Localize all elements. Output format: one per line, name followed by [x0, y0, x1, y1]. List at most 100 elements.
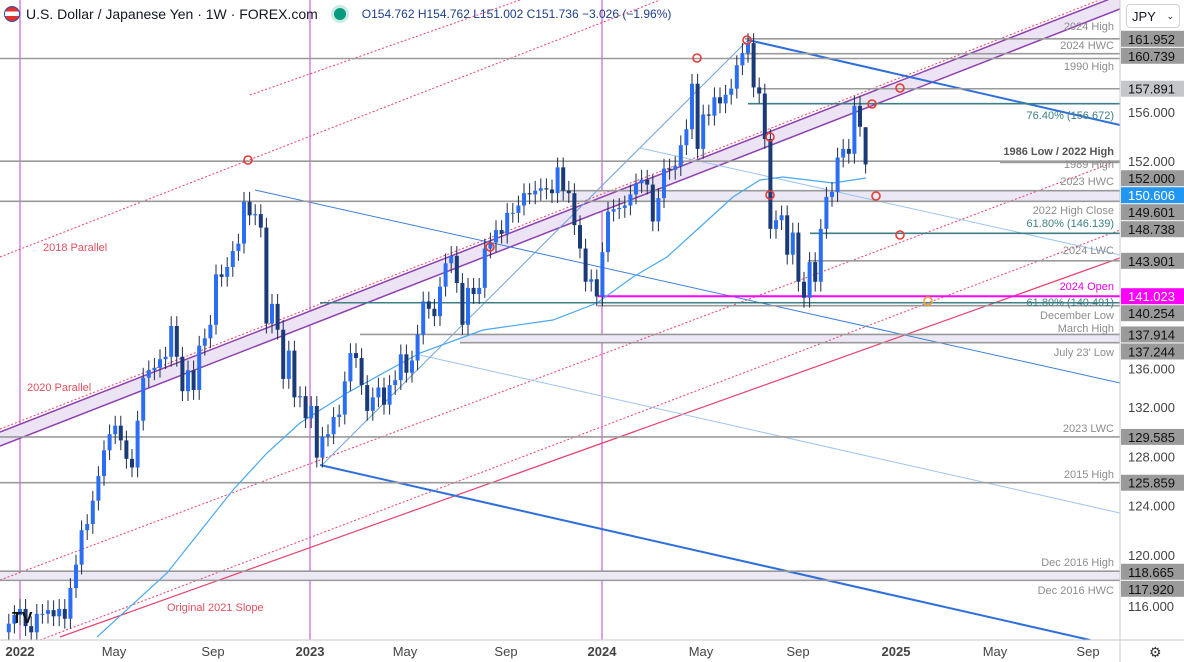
candle — [57, 599, 62, 627]
candle-body — [130, 458, 134, 468]
candle-body — [62, 608, 67, 619]
pivot-circle — [742, 35, 752, 45]
settings-gear-icon[interactable]: ⚙ — [1149, 644, 1162, 660]
level-label: 2022 High Close — [1033, 205, 1114, 217]
price-tag: 118.665 — [1121, 563, 1184, 580]
candle — [18, 599, 22, 625]
candle-body — [135, 420, 140, 468]
candle-body — [555, 167, 560, 194]
candle-body — [286, 350, 291, 379]
trendline-annotation: 2018 Parallel — [43, 242, 107, 254]
candle — [594, 269, 599, 307]
price-tag: 125.859 — [1121, 474, 1184, 491]
candle-body — [538, 188, 543, 191]
candle-body — [214, 274, 218, 325]
candle — [118, 415, 123, 451]
time-tick-label: Sep — [1076, 644, 1099, 659]
time-tick-label: Sep — [786, 644, 809, 659]
candle — [202, 328, 207, 356]
level-label: 1990 High — [1064, 61, 1114, 73]
candle — [516, 195, 521, 223]
candle — [835, 147, 840, 202]
candle-body — [852, 105, 857, 154]
candle — [79, 520, 84, 575]
candle-body — [438, 286, 442, 317]
time-tick-label: 2024 — [588, 644, 618, 659]
price-tag-label: 149.601 — [1128, 205, 1175, 220]
candle-body — [163, 356, 168, 360]
candle-body — [398, 354, 403, 381]
candle-body — [863, 127, 868, 165]
price-tag-label: 117.920 — [1128, 582, 1174, 597]
candle-body — [432, 308, 437, 317]
candle-body — [790, 232, 795, 255]
level-label: 2024 LWC — [1063, 245, 1114, 257]
candle — [774, 210, 778, 239]
candle-body — [169, 326, 174, 357]
currency-selector[interactable]: JPY ⌄ — [1126, 4, 1180, 28]
ascending-trendline — [321, 39, 749, 466]
level-label: 2024 Open — [1060, 281, 1114, 293]
candle — [634, 173, 638, 205]
candle-body — [18, 608, 22, 616]
candle-body — [314, 405, 319, 458]
candle — [23, 599, 28, 636]
ma-price-tag: 150.606 — [1121, 187, 1184, 204]
candle — [382, 377, 386, 415]
candle — [690, 73, 694, 140]
symbol-title[interactable]: U.S. Dollar / Japanese Yen · 1W · FOREX.… — [26, 6, 318, 22]
candle-body — [174, 326, 179, 357]
price-tag-label: 125.859 — [1128, 476, 1175, 491]
candle — [169, 316, 174, 367]
candle — [107, 424, 112, 461]
candle — [208, 314, 213, 349]
pivot-circle — [485, 242, 495, 252]
currency-label: JPY — [1132, 8, 1156, 24]
candle — [415, 324, 420, 371]
price-tag-bg — [1121, 563, 1184, 580]
price-tag-bg — [1121, 204, 1184, 221]
candle-body — [102, 450, 106, 477]
candle-body — [634, 183, 638, 195]
candle — [365, 375, 370, 421]
candle — [421, 291, 426, 345]
candle-body — [387, 385, 392, 405]
pivot-circle — [243, 155, 253, 165]
candle — [124, 430, 129, 469]
candle — [354, 343, 358, 368]
candle-body — [516, 205, 521, 213]
candle-body — [326, 434, 330, 437]
price-tag: 129.585 — [1121, 428, 1184, 445]
candle — [62, 599, 67, 629]
candle — [544, 178, 549, 200]
candle — [180, 346, 185, 402]
candle — [309, 396, 314, 429]
candle-body — [718, 97, 722, 104]
candle — [74, 554, 78, 598]
candle — [113, 415, 118, 445]
candle-body — [29, 626, 34, 633]
candle — [600, 242, 605, 307]
candle-body — [393, 380, 398, 386]
price-tag-label: 137.914 — [1128, 327, 1175, 342]
candle-body — [404, 354, 409, 373]
candle — [281, 319, 286, 389]
candle — [734, 55, 739, 99]
candle — [785, 205, 790, 265]
light-trendline — [419, 354, 1120, 514]
candle — [68, 578, 73, 629]
candle-body — [337, 414, 342, 418]
candle-body — [74, 564, 78, 589]
price-tick-label: 128.000 — [1128, 449, 1175, 464]
trendline-annotation: Original 2021 Slope — [167, 602, 264, 614]
price-tag: 148.738 — [1121, 221, 1184, 238]
candle — [29, 616, 34, 640]
candle-body — [522, 193, 526, 206]
2020-parallel-upper — [0, 0, 1110, 433]
candle — [225, 257, 230, 287]
pivot-circle — [867, 99, 877, 109]
candle-body — [482, 248, 487, 288]
candle-body — [813, 262, 818, 282]
candle — [505, 203, 510, 244]
